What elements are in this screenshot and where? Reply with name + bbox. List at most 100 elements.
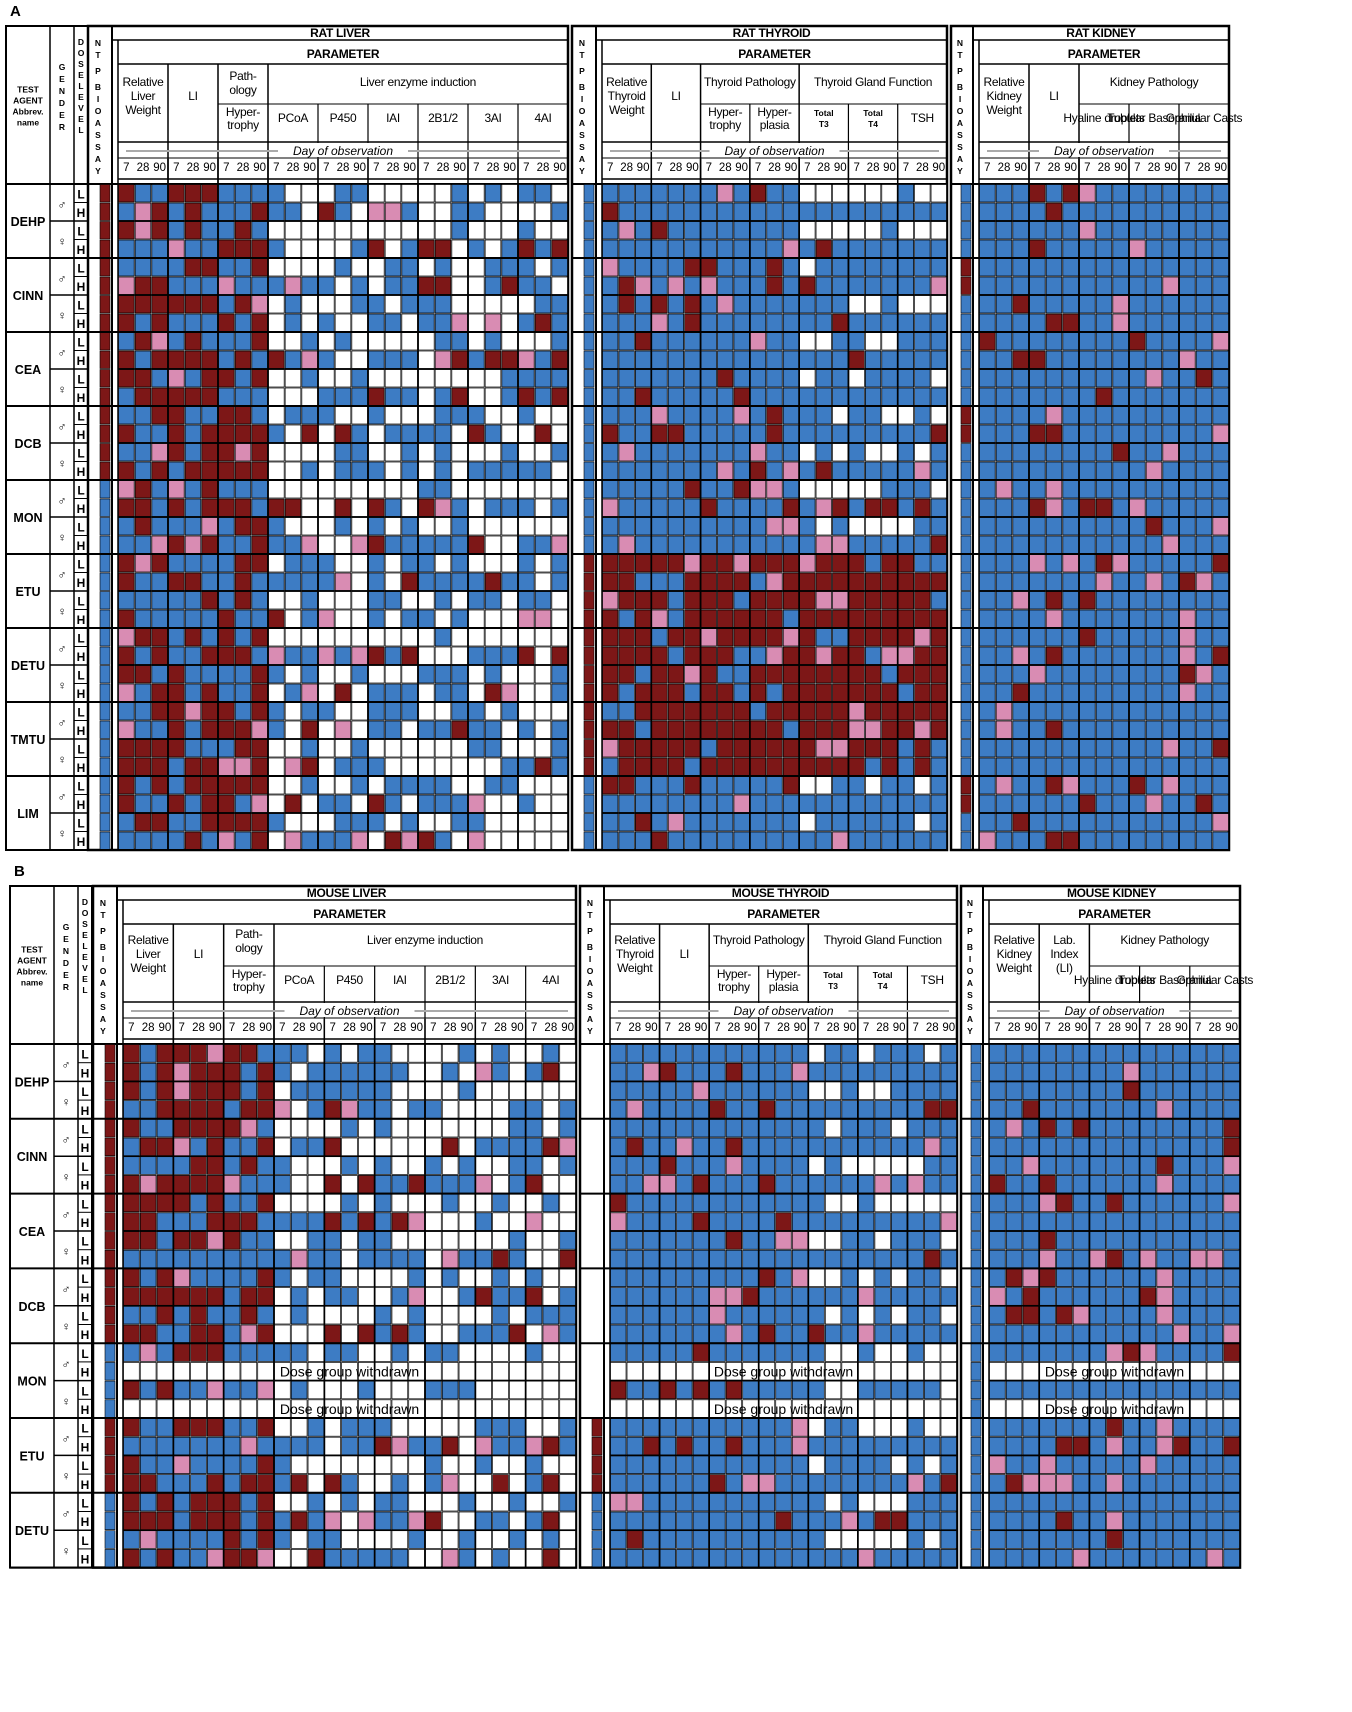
heatmap-cell — [659, 1380, 676, 1400]
heatmap-cell — [139, 1081, 157, 1100]
heatmap-cell — [351, 461, 368, 480]
heatmap-cell — [441, 1268, 459, 1287]
column-label: Total — [863, 108, 883, 118]
heatmap-cell — [618, 517, 635, 536]
heatmap-cell — [824, 1418, 842, 1437]
heatmap-cell — [451, 295, 468, 314]
heatmap-cell — [318, 720, 335, 739]
heatmap-cell — [173, 1137, 190, 1157]
heatmap-cell — [930, 332, 947, 351]
heatmap-cell — [758, 1380, 776, 1400]
heatmap-cell — [257, 1100, 274, 1119]
heatmap-cell — [234, 535, 252, 554]
dose-label: H — [77, 613, 86, 627]
heatmap-cell — [123, 1436, 140, 1456]
heatmap-cell — [1095, 794, 1113, 813]
heatmap-cell — [441, 1287, 459, 1306]
heatmap-cell — [1089, 1212, 1106, 1231]
agent-label-dcb: DCB — [18, 1300, 45, 1314]
heatmap-cell — [534, 572, 552, 591]
heatmap-cell — [914, 184, 931, 203]
heatmap-cell — [766, 202, 783, 221]
heatmap-cell — [841, 1455, 858, 1474]
heatmap-cell — [184, 776, 202, 795]
heatmap-cell — [492, 1530, 509, 1549]
heatmap-cell — [667, 813, 684, 832]
heatmap-cell — [509, 1044, 526, 1063]
heatmap-cell — [700, 794, 717, 813]
heatmap-cell — [301, 387, 318, 406]
heatmap-cell — [251, 443, 268, 462]
heatmap-cell — [368, 443, 385, 462]
heatmap-cell — [1145, 813, 1163, 832]
heatmap-cell — [717, 295, 734, 314]
heatmap-cell — [874, 1380, 891, 1400]
heatmap-cell — [274, 1268, 291, 1287]
heatmap-cell — [897, 369, 914, 388]
heatmap-cell — [791, 1343, 809, 1362]
heatmap-cell — [667, 646, 684, 665]
heatmap-cell — [374, 1511, 392, 1531]
heatmap-cell — [1195, 609, 1213, 628]
heatmap-cell — [979, 498, 996, 517]
ntp-bioassay-header: I — [581, 94, 583, 104]
heatmap-cell — [434, 387, 452, 406]
heatmap-cell — [1112, 461, 1129, 480]
male-symbol: ♂ — [58, 346, 67, 360]
heatmap-cell — [190, 1175, 207, 1194]
heatmap-cell — [1189, 1305, 1207, 1325]
heatmap-cell — [468, 498, 485, 517]
heatmap-cell — [791, 1249, 809, 1269]
heatmap-cell — [1039, 1474, 1056, 1493]
heatmap-cell — [1089, 1455, 1106, 1474]
heatmap-cell — [733, 702, 750, 721]
heatmap-cell — [750, 591, 767, 610]
heatmap-cell — [290, 1436, 308, 1456]
heatmap-cell — [1029, 591, 1046, 610]
heatmap-cell — [733, 202, 750, 221]
heatmap-cell — [858, 1100, 875, 1119]
heatmap-cell — [907, 1305, 924, 1325]
heatmap-cell — [1072, 1380, 1090, 1400]
heatmap-cell — [841, 1193, 858, 1213]
heatmap-cell — [881, 554, 898, 573]
heatmap-cell — [924, 1492, 941, 1512]
heatmap-cell — [184, 739, 202, 758]
heatmap-cell — [1106, 1156, 1123, 1175]
agent-label-detu: DETU — [15, 1524, 49, 1538]
heatmap-cell — [257, 1062, 274, 1082]
ntp-bioassay-header: Y — [967, 1026, 973, 1036]
heatmap-cell — [891, 1175, 908, 1194]
heatmap-cell — [401, 313, 418, 332]
heatmap-cell — [700, 683, 717, 702]
heatmap-cell — [391, 1436, 409, 1456]
heatmap-cell — [1162, 461, 1179, 480]
heatmap-cell — [651, 184, 668, 203]
heatmap-cell — [1062, 258, 1079, 277]
heatmap-cell — [897, 424, 914, 443]
heatmap-cell — [118, 443, 135, 462]
heatmap-cell — [1123, 1137, 1140, 1157]
heatmap-cell — [351, 757, 368, 776]
heatmap-cell — [168, 702, 185, 721]
heatmap-cell — [168, 517, 185, 536]
day-tick-label: 7 — [804, 162, 810, 174]
heatmap-cell — [1079, 276, 1096, 295]
heatmap-cell — [324, 1474, 341, 1493]
heatmap-cell — [667, 239, 684, 258]
heatmap-cell — [1089, 1380, 1106, 1400]
heatmap-cell — [750, 369, 767, 388]
ntp-bioassay-cell — [960, 369, 972, 388]
group-label: Thyroid Pathology — [704, 75, 796, 89]
heatmap-cell — [1156, 1212, 1173, 1231]
heatmap-cell — [1112, 332, 1129, 351]
heatmap-cell — [692, 1305, 709, 1325]
heatmap-cell — [139, 1268, 157, 1287]
heatmap-cell — [168, 424, 185, 443]
heatmap-cell — [750, 295, 767, 314]
heatmap-cell — [1022, 1100, 1040, 1119]
heatmap-cell — [618, 628, 635, 647]
heatmap-cell — [1062, 609, 1079, 628]
day-tick-label: 28 — [1158, 1022, 1171, 1034]
heatmap-cell — [1179, 683, 1196, 702]
